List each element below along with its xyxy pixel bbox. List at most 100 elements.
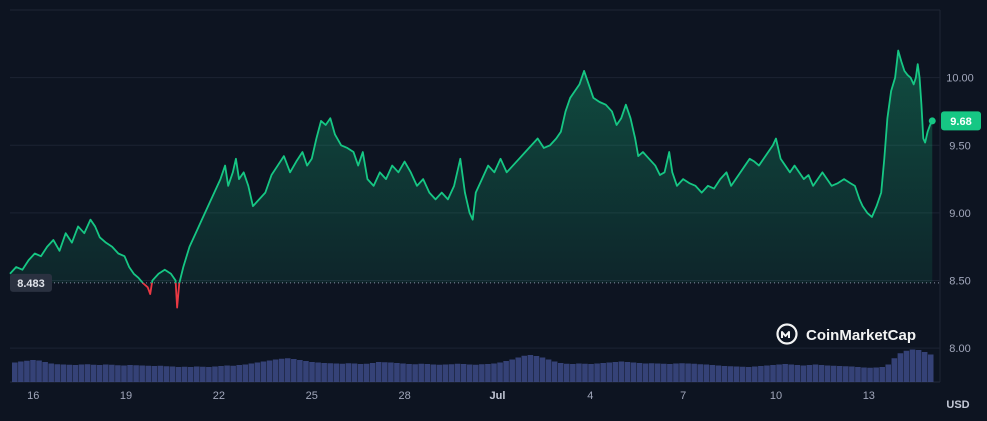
volume-bar [770, 365, 776, 382]
volume-bar [612, 362, 619, 382]
volume-bar [648, 363, 655, 382]
volume-bar [836, 366, 843, 382]
volume-bar [357, 364, 364, 382]
x-axis: 16 19 22 25 28 Jul 4 7 10 13 [27, 390, 875, 402]
volume-bar [624, 362, 631, 382]
volume-bar [806, 365, 813, 382]
volume-bar [667, 364, 673, 382]
x-tick-label: 16 [27, 390, 39, 402]
volume-bar [309, 362, 315, 382]
volume-bar [115, 365, 121, 382]
volume-bar [339, 363, 346, 382]
volume-bar [479, 364, 485, 382]
volume-bar [679, 363, 685, 382]
volume-bar [794, 365, 801, 382]
volume-bar [388, 362, 394, 382]
volume-bar [752, 366, 758, 382]
volume-bar [187, 367, 194, 382]
last-price-label: 9.68 [950, 116, 971, 128]
volume-bar [193, 366, 200, 382]
reference-price-label: 8.483 [17, 278, 45, 290]
volume-bar [297, 360, 303, 382]
volume-bar [145, 365, 152, 382]
volume-bar [588, 364, 594, 382]
volume-bar [351, 363, 358, 382]
volume-bar [212, 366, 218, 382]
volume-bar [266, 360, 273, 382]
volume-bar [927, 354, 934, 382]
volume-bar [515, 357, 522, 382]
x-tick-label: 13 [863, 390, 875, 402]
volume-bar [533, 356, 540, 382]
volume-bar [442, 364, 449, 382]
x-tick-label: 7 [680, 390, 686, 402]
volume-bar [248, 363, 255, 382]
volume-bar [96, 365, 103, 382]
volume-bar [551, 361, 558, 382]
volume-bar [121, 365, 127, 382]
y-axis: 10.00 9.50 9.00 8.50 8.00 [946, 73, 974, 356]
volume-bar [260, 361, 267, 382]
volume-bar [206, 367, 212, 382]
volume-bar [157, 365, 164, 382]
volume-bar [758, 366, 764, 382]
volume-bar [321, 363, 327, 382]
volume-bar [745, 367, 752, 382]
volume-bar [436, 364, 443, 382]
volume-bar [921, 352, 928, 382]
volume-bar [600, 363, 606, 382]
volume-bar [654, 363, 661, 382]
coinmarketcap-watermark: CoinMarketCap [776, 323, 916, 345]
volume-bar [727, 366, 734, 382]
volume-bar [824, 365, 831, 382]
volume-bar [594, 363, 600, 382]
volume-bar [315, 362, 321, 382]
volume-bar [151, 366, 158, 382]
volume-bar [175, 367, 182, 382]
volume-bar [685, 363, 691, 382]
volume-bar [709, 365, 716, 382]
volume-bar [691, 363, 697, 382]
volume-bar [181, 366, 188, 382]
volume-bar [473, 364, 479, 382]
volume-bar [885, 364, 892, 382]
volume-bar [400, 363, 406, 382]
volume-bar [782, 364, 788, 382]
volume-bar [764, 365, 770, 382]
volume-bar [855, 367, 861, 382]
volume-bar [582, 363, 588, 382]
volume-bar [576, 363, 582, 382]
volume-bar [849, 366, 855, 382]
volume-bar [527, 355, 534, 382]
volume-bar [830, 365, 837, 382]
volume-bar [733, 366, 740, 382]
volume-bar [36, 360, 42, 382]
volume-bar [563, 363, 570, 382]
volume-bar [466, 364, 473, 382]
volume-bar [230, 365, 236, 382]
volume-bar [78, 364, 85, 382]
volume-bar [418, 363, 424, 382]
volume-bar [491, 363, 497, 382]
volume-bar [284, 358, 291, 382]
y-tick-label: 8.50 [949, 276, 970, 288]
volume-bar [861, 367, 867, 382]
volume-bar [503, 361, 509, 382]
volume-bar [109, 364, 115, 382]
x-tick-label: 22 [213, 390, 225, 402]
y-tick-label: 10.00 [946, 73, 974, 85]
volume-bar [485, 364, 491, 382]
volume-bar [697, 364, 703, 382]
reference-price-tag: 8.483 [10, 273, 52, 292]
volume-bar [218, 366, 224, 382]
volume-bar [375, 362, 382, 382]
volume-bar [873, 367, 879, 382]
volume-bar [788, 364, 794, 382]
volume-bar [903, 350, 910, 382]
volume-bar [291, 359, 297, 382]
volume-bar [394, 363, 400, 382]
volume-bar [327, 363, 333, 382]
volume-bar [776, 364, 782, 382]
price-line-up [9, 49, 934, 283]
